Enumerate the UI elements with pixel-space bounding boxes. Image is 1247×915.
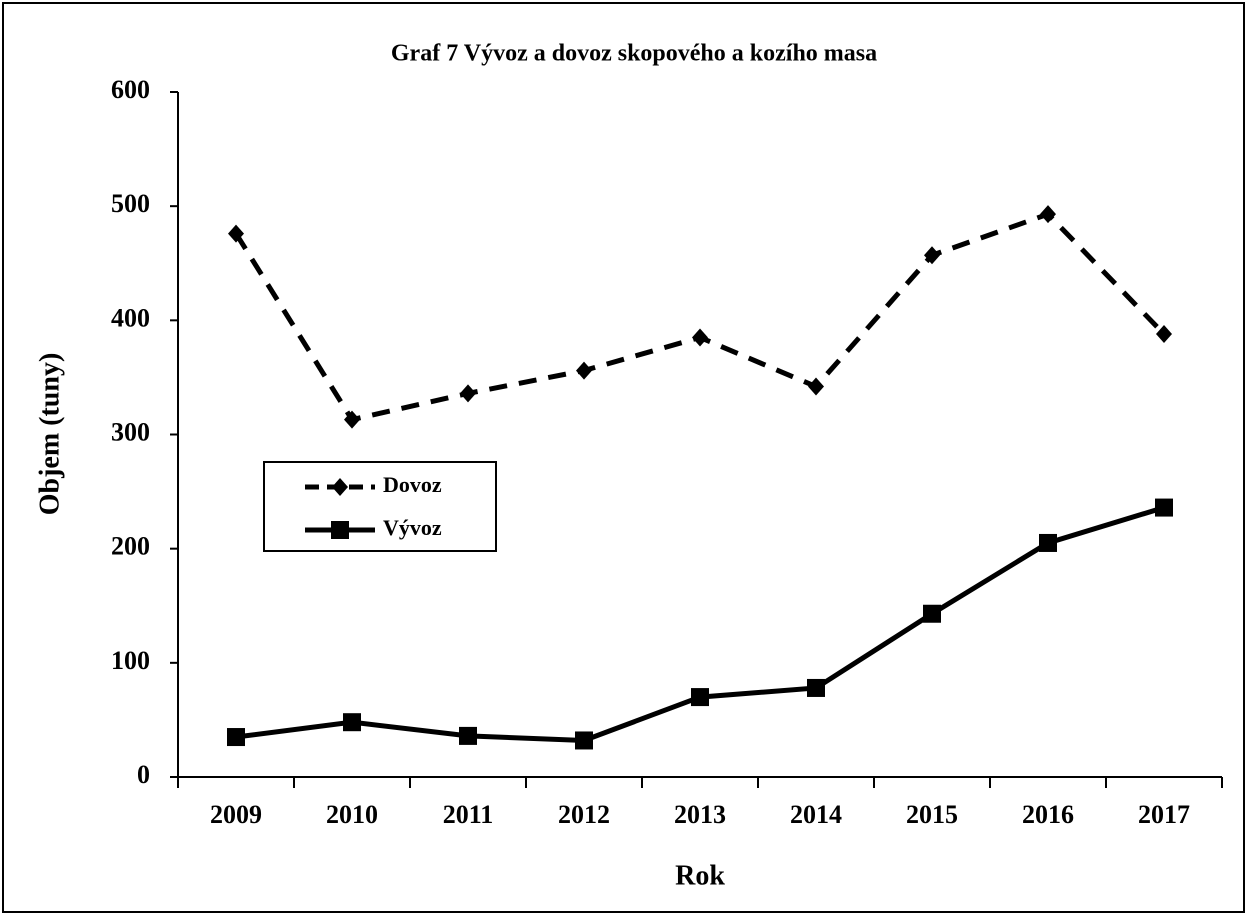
marker [460,384,476,403]
y-tick-label: 400 [111,303,150,332]
legend-label: Vývoz [383,515,442,540]
marker [807,678,825,697]
x-tick-label: 2010 [326,800,378,829]
x-tick-label: 2014 [790,800,842,829]
marker [459,726,477,745]
marker [1040,205,1056,224]
marker [691,688,709,707]
y-axis-label: Objem (tuny) [34,353,65,516]
marker [575,731,593,750]
x-tick-label: 2009 [210,800,262,829]
y-tick-label: 300 [111,417,150,446]
marker [1156,325,1172,344]
y-tick-label: 600 [111,75,150,104]
marker [1039,533,1057,552]
x-tick-label: 2015 [906,800,958,829]
marker [808,377,824,396]
marker [576,361,592,380]
y-tick-label: 0 [137,760,150,789]
marker [332,478,348,496]
legend-box [263,461,497,552]
marker [228,224,244,243]
chart-title: Graf 7 Vývoz a dovoz skopového a kozího … [391,41,877,67]
marker [692,328,708,347]
y-tick-label: 500 [111,189,150,218]
marker [344,410,360,429]
x-tick-label: 2016 [1022,800,1074,829]
y-tick-label: 200 [111,532,150,561]
legend-label: Dovoz [383,472,442,497]
x-axis-label: Rok [675,860,725,891]
marker [924,246,940,265]
marker [1155,498,1173,517]
x-tick-label: 2012 [558,800,610,829]
y-tick-label: 100 [111,646,150,675]
x-tick-label: 2017 [1138,800,1190,829]
x-tick-label: 2011 [443,800,494,829]
marker [331,521,349,539]
marker [227,728,245,747]
marker [923,604,941,623]
x-tick-label: 2013 [674,800,726,829]
marker [343,713,361,732]
